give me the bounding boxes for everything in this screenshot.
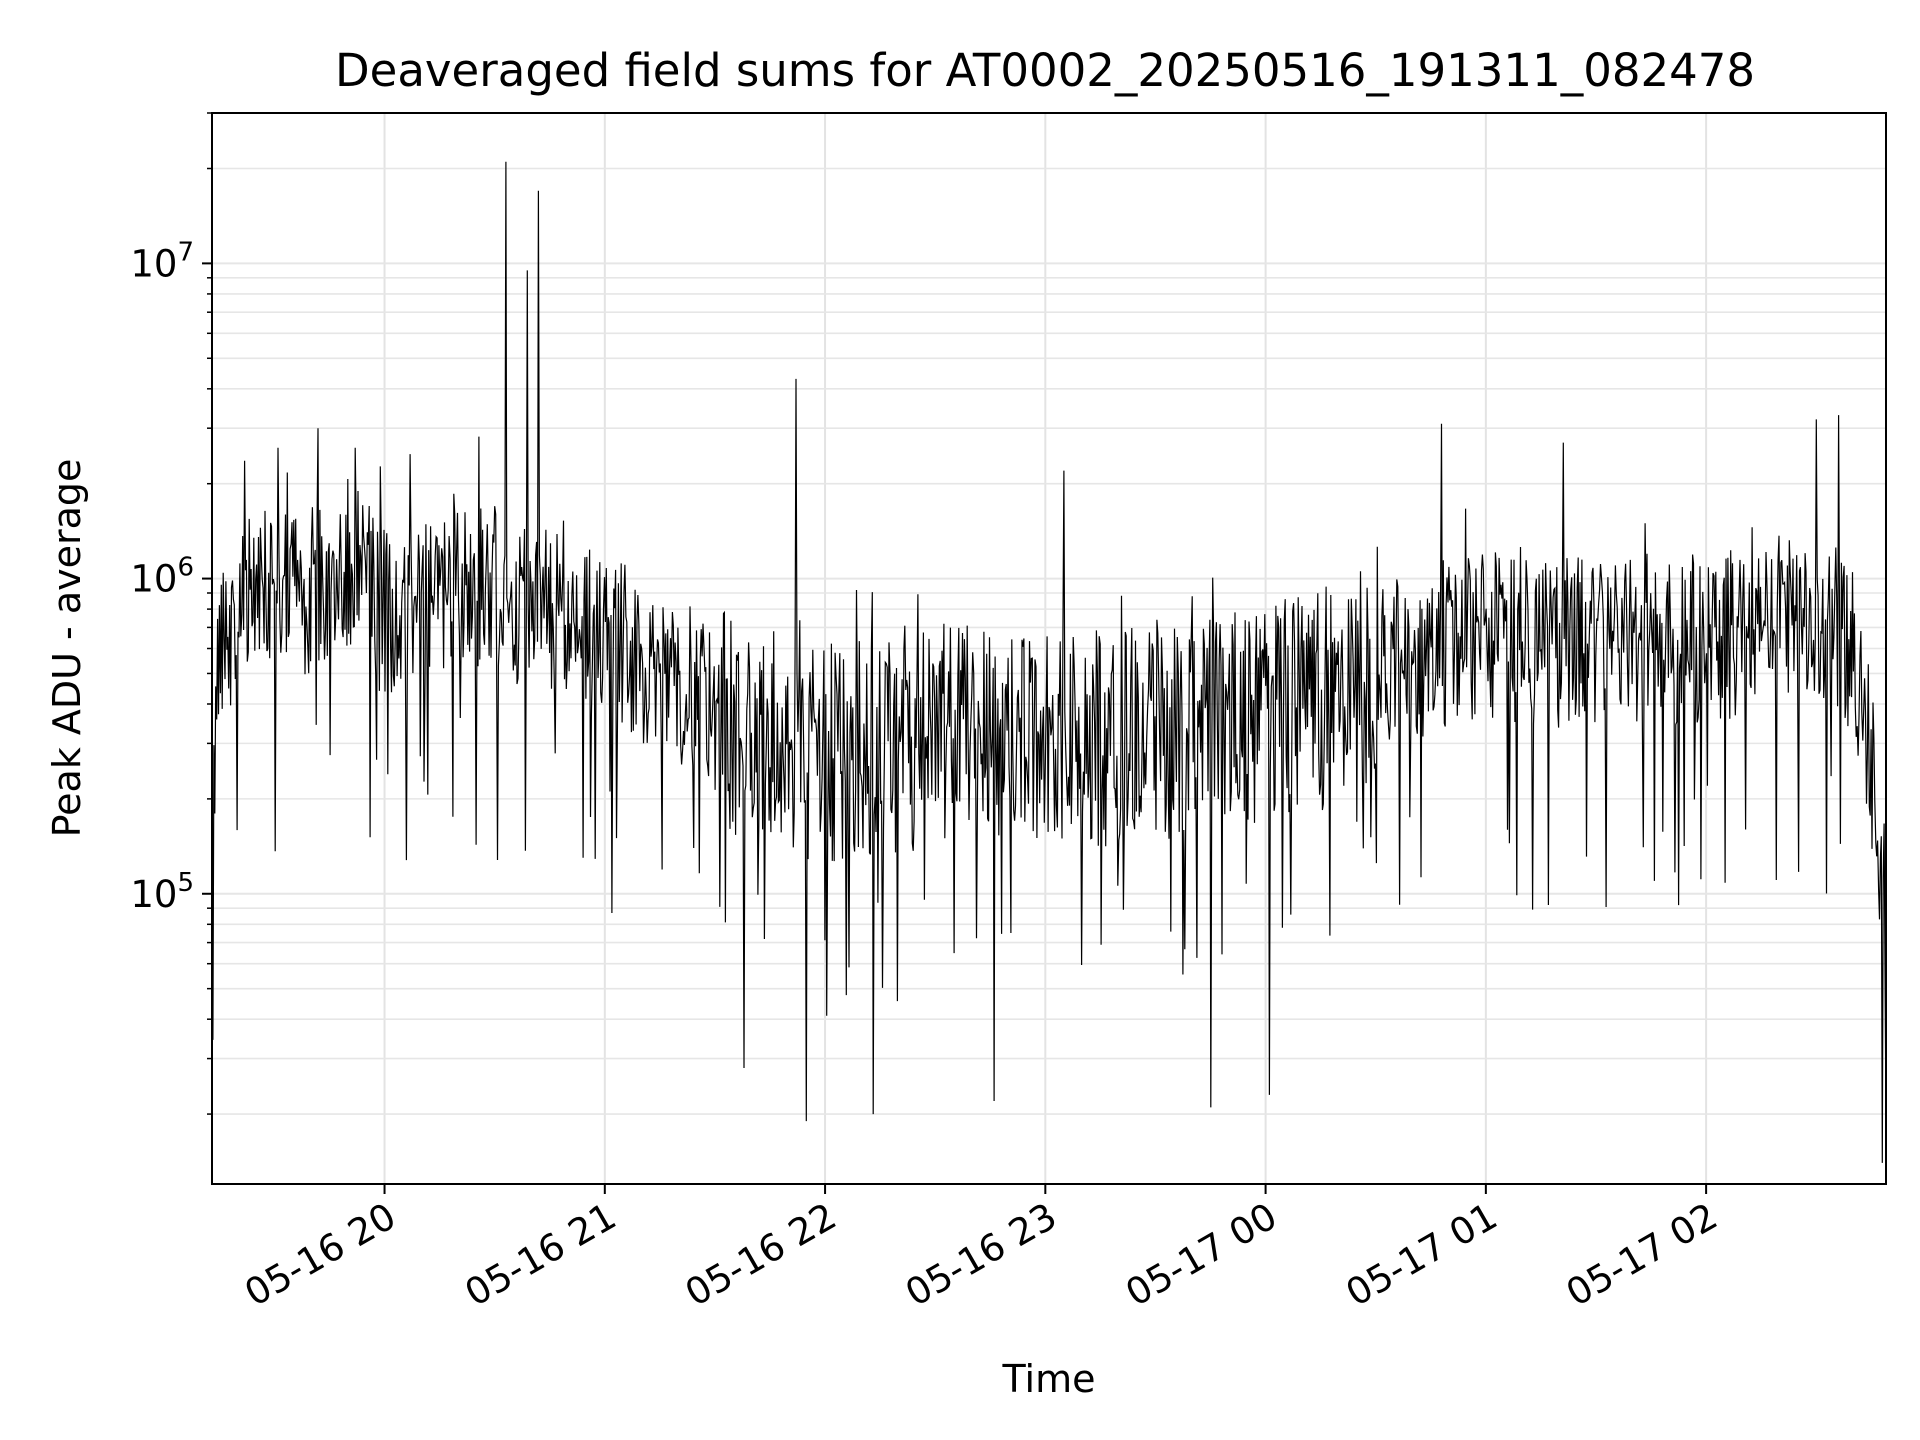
y-axis-label: Peak ADU - average [45,459,89,838]
y-axis-ticks: 105 106 107 [130,112,212,1115]
y-tick-label: 105 [130,868,194,916]
chart-title: Deaveraged field sums for AT0002_2025051… [335,44,1755,97]
y-tick-label: 107 [130,237,194,285]
y-tick-label: 106 [130,553,194,601]
x-axis-label: Time [1002,1357,1096,1401]
series-layer [212,161,1886,1163]
series-line [212,161,1886,1163]
